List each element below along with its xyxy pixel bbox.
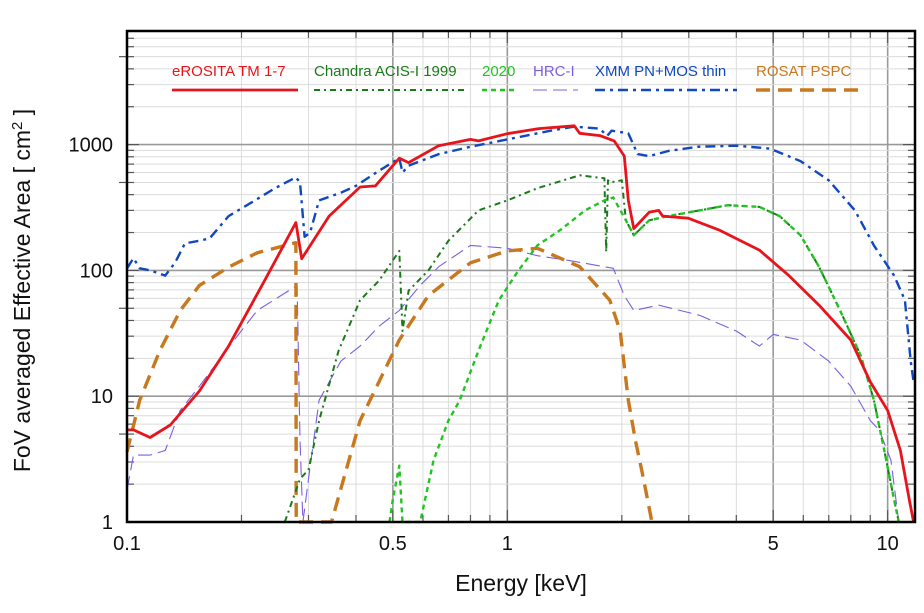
x-tick-label: 5 bbox=[768, 533, 779, 555]
x-tick-label: 0.5 bbox=[379, 533, 407, 555]
y-tick-label: 1000 bbox=[69, 135, 114, 157]
x-tick-label: 0.1 bbox=[113, 533, 141, 555]
legend-label: HRC-I bbox=[533, 63, 575, 80]
series-group bbox=[125, 124, 915, 524]
y-tick-label: 1 bbox=[102, 512, 113, 534]
y-axis-title: FoV averaged Effective Area [ cm2 ] bbox=[9, 109, 36, 472]
x-tick-label: 1 bbox=[502, 533, 513, 555]
y-tick-label: 100 bbox=[80, 260, 113, 282]
grid bbox=[126, 30, 915, 523]
series-line-2020 bbox=[388, 196, 900, 524]
legend-label: eROSITA TM 1-7 bbox=[172, 63, 286, 80]
x-axis-title: Energy [keV] bbox=[455, 570, 587, 596]
y-axis-title-suffix: ] bbox=[9, 109, 35, 122]
series-line-rosat-pspc bbox=[125, 240, 654, 524]
y-tick-labels: 1 10 100 1000 bbox=[69, 135, 114, 534]
series-line-chandra-acis-i-1999 bbox=[283, 174, 900, 523]
y-tick-label: 10 bbox=[91, 386, 113, 408]
x-tick-label: 10 bbox=[877, 533, 899, 555]
series-line-erosita-tm-1-7 bbox=[127, 124, 915, 523]
legend-label: Chandra ACIS-I 1999 bbox=[314, 63, 457, 80]
series-line-hrc-i bbox=[126, 244, 900, 523]
legend: eROSITA TM 1-7 Chandra ACIS-I 1999 2020 HRC… bbox=[172, 63, 862, 92]
x-tick-labels: 0.1 0.5 1 5 10 bbox=[113, 533, 899, 555]
y-axis-title-main: FoV averaged Effective Area [ cm bbox=[9, 130, 35, 472]
y-axis-title-superscript: 2 bbox=[9, 122, 26, 130]
legend-label: ROSAT PSPC bbox=[756, 63, 851, 80]
legend-label: XMM PN+MOS thin bbox=[595, 63, 726, 80]
legend-label: 2020 bbox=[482, 63, 515, 80]
plot-frame bbox=[125, 29, 917, 524]
series-line-xmm-pn-mos-thin bbox=[125, 125, 915, 383]
